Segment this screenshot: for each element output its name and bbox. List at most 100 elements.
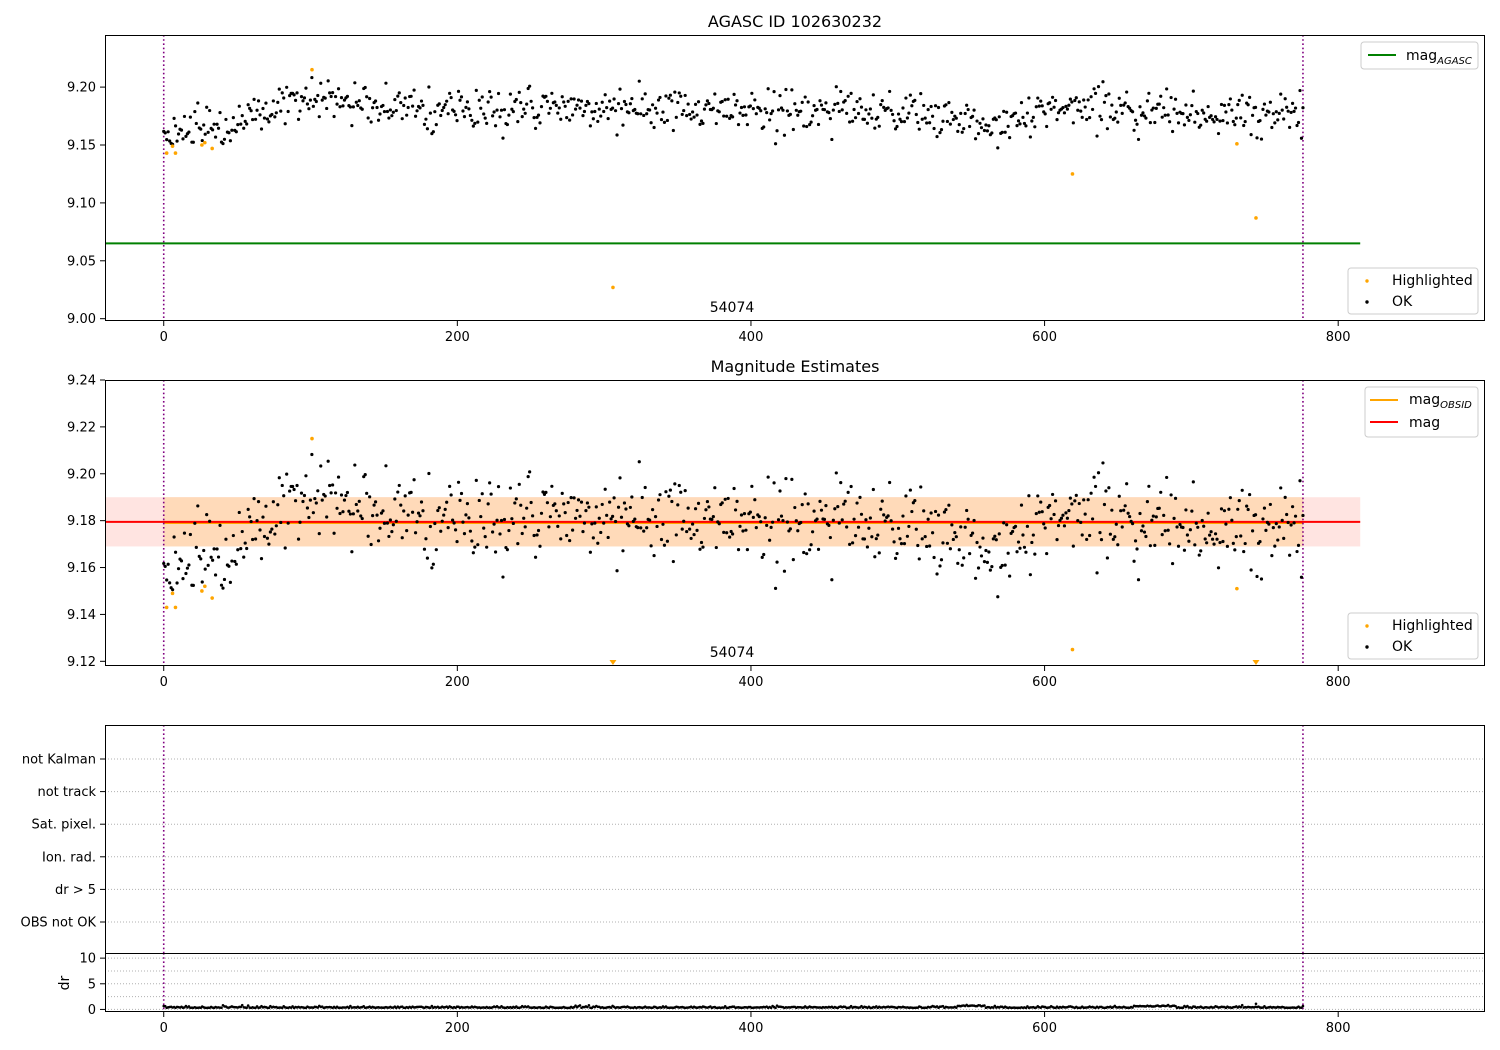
ok-point <box>680 112 684 117</box>
ok-point <box>1059 516 1064 520</box>
highlighted-point <box>1070 172 1075 176</box>
ok-point <box>636 526 640 530</box>
ok-point <box>1181 112 1185 116</box>
ok-point <box>353 463 357 467</box>
ok-point <box>1255 136 1259 140</box>
ok-point <box>1128 106 1132 110</box>
ok-point <box>1123 504 1127 508</box>
ok-point <box>1022 121 1027 126</box>
ok-point <box>359 514 363 518</box>
ok-point <box>956 561 960 565</box>
ok-point <box>667 96 671 100</box>
ok-point <box>1092 475 1096 479</box>
ok-point <box>1191 480 1195 484</box>
y-tick-label: 9.20 <box>67 467 96 482</box>
ok-point <box>890 112 895 117</box>
ok-point <box>679 94 683 98</box>
ok-point <box>251 117 255 122</box>
legend-agasc[interactable]: magAGASC <box>1360 41 1479 70</box>
ok-point <box>1231 119 1235 124</box>
ok-point <box>1289 523 1293 527</box>
ok-point <box>880 99 884 103</box>
ok-point <box>378 112 382 116</box>
ok-point <box>231 533 235 538</box>
ok-point <box>810 114 815 118</box>
ok-point <box>1277 111 1281 115</box>
ok-point <box>959 111 963 115</box>
ok-point <box>1126 511 1130 515</box>
ok-point <box>443 507 447 511</box>
ok-point <box>262 116 267 120</box>
ok-point <box>770 109 775 113</box>
ok-point <box>1231 541 1235 545</box>
ok-point <box>714 545 718 550</box>
ok-point <box>850 119 855 123</box>
ok-point <box>371 514 375 518</box>
ok-point <box>536 113 541 117</box>
ok-point <box>976 132 981 136</box>
ok-point <box>845 111 849 115</box>
ok-point <box>1114 522 1118 526</box>
ok-point <box>812 103 816 108</box>
ok-point <box>566 500 570 505</box>
dr-point <box>1254 1002 1258 1006</box>
ok-point <box>573 107 578 111</box>
ok-point <box>1132 128 1136 132</box>
ok-point <box>984 123 988 127</box>
ok-point <box>735 499 739 503</box>
ok-point <box>545 501 550 505</box>
ok-point <box>978 121 982 125</box>
ok-point <box>1039 500 1043 504</box>
ok-point <box>1123 101 1127 105</box>
ok-point <box>480 95 484 99</box>
ok-point <box>1114 110 1118 114</box>
ok-point <box>295 91 299 95</box>
ok-point <box>1175 525 1179 529</box>
ok-point <box>1073 499 1077 503</box>
ok-point <box>464 105 468 110</box>
legend-points-p1[interactable]: Highlighted OK <box>1347 267 1479 315</box>
ok-point <box>172 116 176 120</box>
ok-point <box>400 536 404 540</box>
ok-point <box>913 98 917 102</box>
ok-point <box>203 132 207 136</box>
ok-point <box>693 507 698 511</box>
x-tick-label: 400 <box>739 330 764 345</box>
ok-point <box>933 509 938 514</box>
ok-point <box>1285 512 1289 517</box>
ok-point <box>923 116 927 120</box>
ok-point <box>339 493 344 497</box>
ok-point <box>1299 136 1304 140</box>
ok-point <box>1282 117 1286 121</box>
ok-point <box>1116 543 1120 547</box>
ok-point <box>615 133 619 137</box>
ok-point <box>298 520 302 524</box>
ok-point <box>831 108 835 112</box>
ok-point <box>751 107 755 111</box>
ok-point <box>541 490 545 494</box>
ok-point <box>733 508 738 512</box>
flag-label: not track <box>37 785 96 800</box>
ok-point <box>468 113 472 118</box>
ok-point <box>1122 508 1126 512</box>
ok-point <box>808 123 812 127</box>
legend-ok-label: OK <box>1392 639 1413 655</box>
ok-point <box>228 139 232 143</box>
ok-point <box>1040 104 1044 108</box>
ok-point <box>839 89 843 94</box>
ok-point <box>402 509 406 513</box>
ok-point <box>970 114 975 119</box>
ok-point <box>476 543 480 547</box>
ok-point <box>671 559 675 564</box>
legend-points-p2[interactable]: Highlighted OK <box>1347 612 1479 660</box>
ok-point <box>1234 534 1238 539</box>
ok-point <box>953 531 957 535</box>
ok-point <box>299 491 304 495</box>
ok-point <box>228 580 232 584</box>
ok-point <box>633 107 637 112</box>
ok-point <box>942 510 947 514</box>
ok-point <box>328 91 332 95</box>
ok-point <box>293 499 298 503</box>
legend-mag[interactable]: magOBSID mag <box>1364 386 1479 438</box>
